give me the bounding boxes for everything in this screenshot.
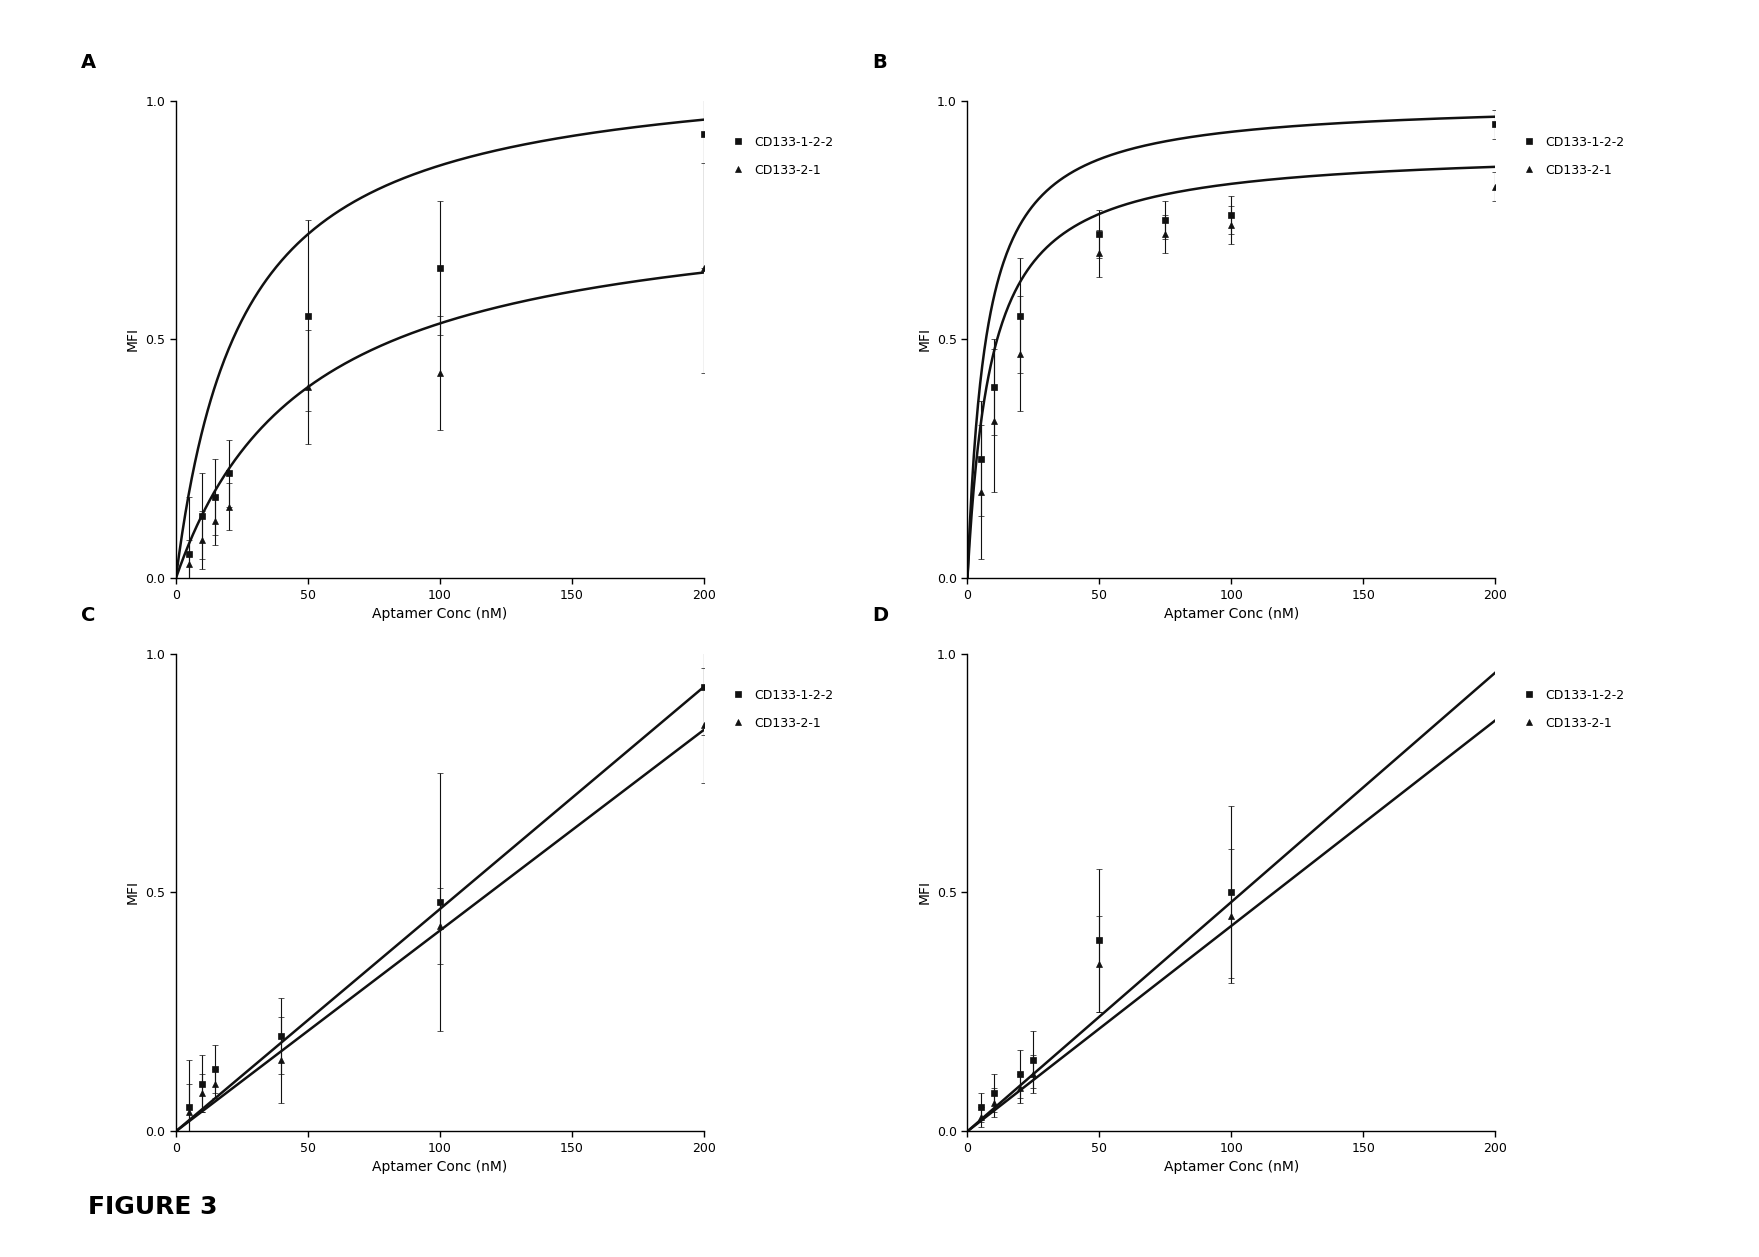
- Text: A: A: [81, 53, 97, 72]
- X-axis label: Aptamer Conc (nM): Aptamer Conc (nM): [1164, 1160, 1298, 1174]
- Text: C: C: [81, 606, 95, 625]
- Legend: CD133-1-2-2, CD133-2-1: CD133-1-2-2, CD133-2-1: [721, 131, 839, 182]
- X-axis label: Aptamer Conc (nM): Aptamer Conc (nM): [373, 1160, 507, 1174]
- Legend: CD133-1-2-2, CD133-2-1: CD133-1-2-2, CD133-2-1: [721, 684, 839, 735]
- X-axis label: Aptamer Conc (nM): Aptamer Conc (nM): [1164, 607, 1298, 621]
- Y-axis label: MFI: MFI: [918, 327, 932, 352]
- Y-axis label: MFI: MFI: [127, 880, 141, 905]
- Y-axis label: MFI: MFI: [127, 327, 141, 352]
- Text: FIGURE 3: FIGURE 3: [88, 1195, 218, 1219]
- Legend: CD133-1-2-2, CD133-2-1: CD133-1-2-2, CD133-2-1: [1513, 684, 1631, 735]
- Text: D: D: [872, 606, 888, 625]
- Legend: CD133-1-2-2, CD133-2-1: CD133-1-2-2, CD133-2-1: [1513, 131, 1631, 182]
- Y-axis label: MFI: MFI: [918, 880, 932, 905]
- X-axis label: Aptamer Conc (nM): Aptamer Conc (nM): [373, 607, 507, 621]
- Text: B: B: [872, 53, 887, 72]
